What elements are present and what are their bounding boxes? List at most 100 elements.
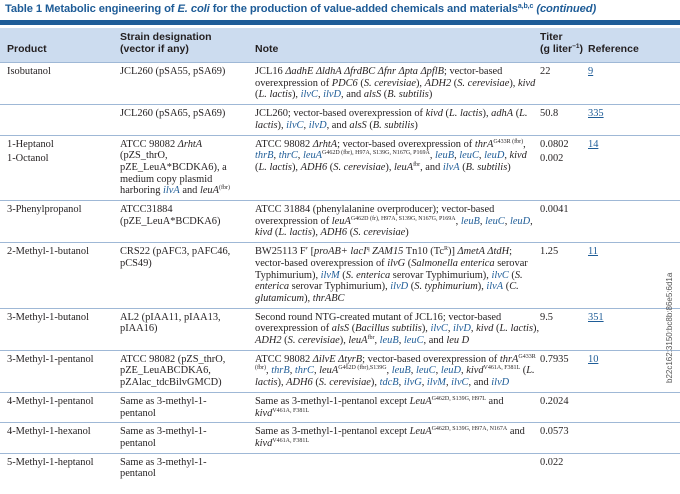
- reference-cell: 9: [588, 61, 680, 105]
- note-cell: [255, 452, 540, 484]
- reference-cell: [588, 391, 680, 423]
- titer-cell: 0.022: [540, 452, 588, 484]
- table-row: 2-Methyl-1-butanol CRS22 (pAFC3, pAFC46, p…: [0, 242, 680, 309]
- caption-organism: E. coli: [177, 3, 210, 15]
- product-name: Isobutanol: [7, 66, 51, 77]
- reference-link[interactable]: 9: [588, 66, 594, 77]
- strain-cell: AL2 (pIAA11, pIAA13, pIAA16): [120, 307, 255, 351]
- titer-cell: 0.0573: [540, 422, 588, 454]
- note-cell: Same as 3-methyl-1-pentanol except LeuAG…: [255, 422, 540, 454]
- product-cell: 3-Methyl-1-pentanol: [0, 349, 120, 393]
- strain-cell: Same as 3-methyl-1- pentanol: [120, 422, 255, 454]
- table-row: 4-Methyl-1-pentanol Same as 3-methyl-1- pe…: [0, 391, 680, 423]
- header-titer-line1: Titer: [540, 31, 563, 43]
- table-row: 1-Heptanol 1-Octanol ATCC 98082 ΔrhtA (pZS_…: [0, 134, 680, 201]
- reference-cell: [588, 422, 680, 454]
- titer-value: 0.7935: [540, 353, 569, 365]
- reference-cell: 335: [588, 104, 680, 136]
- header-titer-exp: −1: [572, 43, 580, 50]
- product-cell: 4-Methyl-1-pentanol: [0, 391, 120, 423]
- titer-value: 0.2024: [540, 395, 569, 407]
- header-titer-unit: (g liter: [540, 43, 573, 55]
- header-strain-line1: Strain designation: [120, 31, 212, 43]
- titer-cell: 50.8: [540, 104, 588, 136]
- product-name: 3-Phenylpropanol: [7, 204, 82, 216]
- table-row: 3-Phenylpropanol ATCC31884 (pZE_LeuA*BCDKA…: [0, 200, 680, 243]
- table-row: 5-Methyl-1-heptanol Same as 3-methyl-1- pe…: [0, 452, 680, 484]
- strain-cell: CRS22 (pAFC3, pAFC46, pCS49): [120, 242, 255, 309]
- reference-link[interactable]: 351: [588, 311, 604, 323]
- caption-title-1: Metabolic engineering of: [45, 3, 178, 15]
- titer-cell: 0.0041: [540, 200, 588, 243]
- table-caption: Table 1 Metabolic engineering of E. coli…: [5, 3, 670, 15]
- titer-value: 0.002: [540, 153, 564, 165]
- product-name: 5-Methyl-1-heptanol: [7, 456, 94, 468]
- header-strain-line2: (vector if any): [120, 43, 189, 55]
- strain-cell: ATCC 98082 (pZS_thrO, pZE_LeuABCDKA6, pZAl…: [120, 349, 255, 393]
- titer-value: 0.0041: [540, 204, 569, 216]
- table-header: Product Strain designation (vector if an…: [0, 28, 680, 62]
- product-cell: 3-Methyl-1-butanol: [0, 307, 120, 351]
- data-table: Isobutanol JCL260 (pSA55, pSA69) JCL16 Δad…: [0, 61, 680, 484]
- header-note: Note: [255, 43, 279, 55]
- caption-footnote-marks: a,b,c: [517, 3, 534, 10]
- titer-cell: 0.0802 0.002: [540, 134, 588, 201]
- header-top-rule: [0, 20, 680, 25]
- product-name: 1-Heptanol: [7, 138, 54, 150]
- titer-value: 0.0573: [540, 426, 569, 438]
- header-strain: Strain designation (vector if any): [120, 31, 212, 55]
- titer-value: 50.8: [540, 108, 559, 120]
- strain-cell: JCL260 (pSA65, pSA69): [120, 104, 255, 136]
- side-watermark: b22c162:3150:bc8b:86e5:6d1a: [665, 272, 674, 383]
- product-cell: 1-Heptanol 1-Octanol: [0, 134, 120, 201]
- note-cell: Second round NTG-created mutant of JCL16…: [255, 307, 540, 351]
- note-cell: JCL16 ΔadhE ΔldhA ΔfrdBC Δfnr Δpta ΔpflB…: [255, 61, 540, 105]
- product-name: 4-Methyl-1-pentanol: [7, 395, 94, 407]
- reference-link[interactable]: 335: [588, 108, 604, 120]
- table-label: Table 1: [5, 3, 43, 15]
- titer-cell: 9.5: [540, 307, 588, 351]
- strain-cell: JCL260 (pSA55, pSA69): [120, 61, 255, 105]
- product-name: 3-Methyl-1-pentanol: [7, 353, 94, 365]
- table-row: Isobutanol JCL260 (pSA55, pSA69) JCL16 Δad…: [0, 61, 680, 105]
- titer-value: 1.25: [540, 246, 559, 258]
- note-cell: ATCC 98082 ΔrhtA; vector-based overexpre…: [255, 134, 540, 201]
- product-name: 4-Methyl-1-hexanol: [7, 426, 91, 438]
- header-reference: Reference: [588, 43, 639, 55]
- strain-cell: ATCC 98082 ΔrhtA (pZS_thrO, pZE_LeuA*BCDKA…: [120, 134, 255, 201]
- titer-value: 0.022: [540, 456, 564, 468]
- header-product: Product: [7, 43, 47, 55]
- header-titer: Titer (g liter−1): [540, 31, 583, 55]
- titer-cell: 1.25: [540, 242, 588, 309]
- product-name: 1-Octanol: [7, 153, 49, 165]
- titer-value: 22: [540, 66, 551, 77]
- header-titer-close: ): [579, 43, 584, 55]
- product-cell: 4-Methyl-1-hexanol: [0, 422, 120, 454]
- table-row: JCL260 (pSA65, pSA69) JCL260; vector-base…: [0, 104, 680, 136]
- reference-cell: 10: [588, 349, 680, 393]
- product-name: 3-Methyl-1-butanol: [7, 311, 89, 323]
- note-cell: JCL260; vector-based overexpression of k…: [255, 104, 540, 136]
- reference-link[interactable]: 14: [588, 138, 599, 150]
- product-name: 2-Methyl-1-butanol: [7, 246, 89, 258]
- strain-cell: Same as 3-methyl-1- pentanol: [120, 391, 255, 423]
- titer-cell: 0.7935: [540, 349, 588, 393]
- titer-cell: 0.2024: [540, 391, 588, 423]
- note-cell: ATCC 31884 (phenylalanine overproducer);…: [255, 200, 540, 243]
- titer-value: 9.5: [540, 311, 553, 323]
- reference-cell: 351: [588, 307, 680, 351]
- note-cell: BW25113 F′ [proAB+ lacIq ZAM15 Tn10 (TcR…: [255, 242, 540, 309]
- reference-link[interactable]: 10: [588, 353, 599, 365]
- note-cell: ATCC 98082 ΔilvE ΔtyrB; vector-based ove…: [255, 349, 540, 393]
- table-row: 3-Methyl-1-butanol AL2 (pIAA11, pIAA13, pI…: [0, 307, 680, 351]
- reference-cell: [588, 200, 680, 243]
- note-cell: Same as 3-methyl-1-pentanol except LeuAG…: [255, 391, 540, 423]
- table-row: 3-Methyl-1-pentanol ATCC 98082 (pZS_thrO,…: [0, 349, 680, 393]
- reference-link[interactable]: 11: [588, 246, 599, 258]
- table-row: 4-Methyl-1-hexanol Same as 3-methyl-1- pen…: [0, 422, 680, 454]
- product-cell: 5-Methyl-1-heptanol: [0, 452, 120, 484]
- reference-cell: 14: [588, 134, 680, 201]
- product-cell: Isobutanol: [0, 61, 120, 105]
- product-cell: 3-Phenylpropanol: [0, 200, 120, 243]
- caption-title-2: for the production of value-added chemic…: [209, 3, 518, 15]
